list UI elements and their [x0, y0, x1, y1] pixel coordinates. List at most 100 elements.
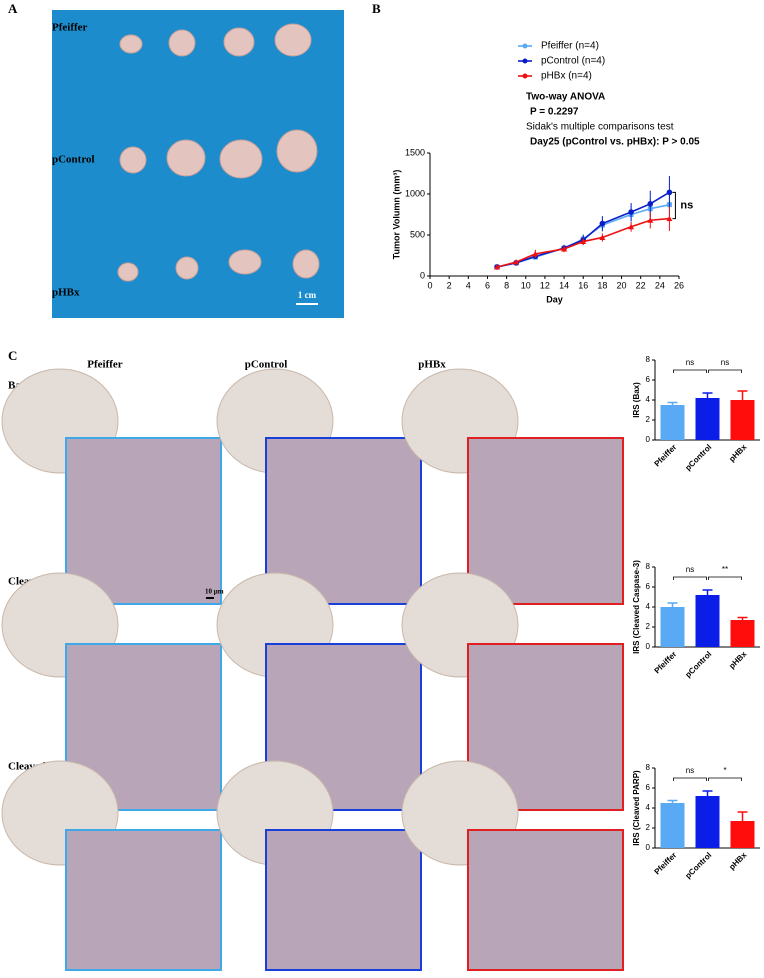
x-tick-label: Pfeiffer — [653, 851, 679, 877]
bar — [695, 398, 720, 440]
panel-label: C — [8, 348, 17, 363]
x-tick-label: 8 — [504, 280, 509, 290]
x-tick-label: 10 — [521, 280, 531, 290]
y-tick-label: 4 — [646, 602, 651, 611]
tissue-zoom — [265, 829, 422, 971]
y-tick-label: 6 — [646, 375, 651, 384]
annotation: Day25 (pControl vs. pHBx): P > 0.05 — [530, 137, 700, 148]
error-bar — [737, 811, 748, 830]
tissue-zoom — [467, 829, 624, 971]
y-tick-label: 1500 — [405, 147, 425, 157]
column-label: Pfeiffer — [87, 359, 123, 371]
y-tick-label: 8 — [646, 562, 651, 571]
annotation: Two-way ANOVA — [526, 92, 605, 103]
y-tick-label: 2 — [646, 415, 651, 424]
y-tick-label: 0 — [646, 843, 651, 852]
marker — [647, 201, 654, 207]
x-tick-label: pControl — [683, 650, 713, 680]
bar — [695, 796, 720, 848]
legend-marker — [522, 43, 528, 49]
tumors — [117, 23, 320, 282]
y-tick-label: 8 — [646, 763, 651, 772]
scale-bar-label: 10 μm — [205, 588, 224, 596]
x-tick-label: pControl — [683, 443, 713, 473]
x-tick-label: 16 — [578, 280, 588, 290]
significance-bracket — [673, 777, 707, 781]
x-tick-label: 18 — [597, 280, 607, 290]
y-tick-label: 6 — [646, 582, 651, 591]
marker — [599, 220, 606, 227]
significance-label: ns — [686, 358, 694, 367]
marker — [580, 238, 587, 245]
marker — [647, 217, 654, 223]
x-tick-label: pHBx — [727, 649, 749, 671]
x-tick-label: Pfeiffer — [653, 443, 679, 469]
marker — [513, 259, 520, 265]
x-tick-label: 26 — [674, 280, 684, 290]
error-bar — [667, 401, 678, 408]
y-tick-label: 2 — [646, 823, 651, 832]
error-bar — [667, 602, 678, 611]
x-tick-label: 20 — [617, 280, 627, 290]
x-tick-label: Pfeiffer — [653, 650, 679, 676]
x-tick-label: 22 — [636, 280, 646, 290]
x-tick-label: 4 — [466, 280, 471, 290]
significance-bracket — [708, 777, 742, 781]
y-tick-label: 4 — [646, 395, 651, 404]
column-label: pHBx — [418, 359, 446, 371]
marker — [666, 215, 673, 222]
error-bar — [702, 589, 713, 600]
y-tick-label: 8 — [646, 355, 651, 364]
series-line — [496, 191, 670, 268]
x-tick-label: 24 — [655, 280, 665, 290]
y-tick-label: 0 — [420, 270, 425, 280]
marker — [494, 263, 501, 270]
significance-bracket — [708, 369, 742, 373]
ihc-images — [1, 368, 624, 971]
legend-marker — [522, 73, 528, 79]
significance-label: ns — [721, 358, 729, 367]
marker — [599, 234, 606, 240]
error-bar — [737, 616, 748, 623]
error-bar — [737, 390, 748, 409]
annotation: ns — [680, 199, 693, 211]
legend-marker — [522, 58, 528, 64]
marker — [561, 245, 568, 252]
scale-bar-label: 1 cm — [298, 290, 317, 300]
row-label: pControl — [52, 154, 95, 166]
bar — [730, 620, 755, 647]
y-tick-label: 6 — [646, 783, 651, 792]
y-axis-label: IRS (Bax) — [632, 382, 641, 418]
y-tick-label: 500 — [410, 229, 425, 239]
bar — [660, 803, 685, 848]
error-bar — [667, 799, 678, 806]
row-label: Pfeiffer — [52, 22, 88, 34]
x-tick-label: 0 — [427, 280, 432, 290]
x-tick-label: 12 — [540, 280, 550, 290]
marker — [666, 189, 673, 196]
annotation: P = 0.2297 — [530, 107, 579, 118]
x-tick-label: 2 — [447, 280, 452, 290]
column-label: pControl — [245, 359, 288, 371]
panel-label: A — [8, 1, 18, 16]
y-tick-label: 0 — [646, 435, 651, 444]
marker — [532, 250, 539, 257]
y-tick-label: 4 — [646, 803, 651, 812]
y-tick-label: 1000 — [405, 188, 425, 198]
y-axis-label: IRS (Cleaved Caspase-3) — [632, 560, 641, 654]
significance-label: ** — [722, 565, 728, 574]
x-tick-label: pHBx — [727, 850, 749, 872]
y-axis-label: IRS (Cleaved PARP) — [632, 770, 641, 846]
x-tick-label: pHBx — [727, 442, 749, 464]
tissue-zoom — [65, 437, 222, 605]
significance-bracket — [672, 191, 676, 220]
bar — [695, 595, 720, 647]
marker — [628, 209, 634, 215]
legend-label: Pfeiffer (n=4) — [541, 41, 599, 52]
significance-bracket — [673, 576, 707, 580]
error-bar — [702, 790, 713, 801]
legend-label: pControl (n=4) — [541, 56, 605, 67]
significance-label: ns — [686, 565, 694, 574]
error-bar — [702, 392, 713, 403]
